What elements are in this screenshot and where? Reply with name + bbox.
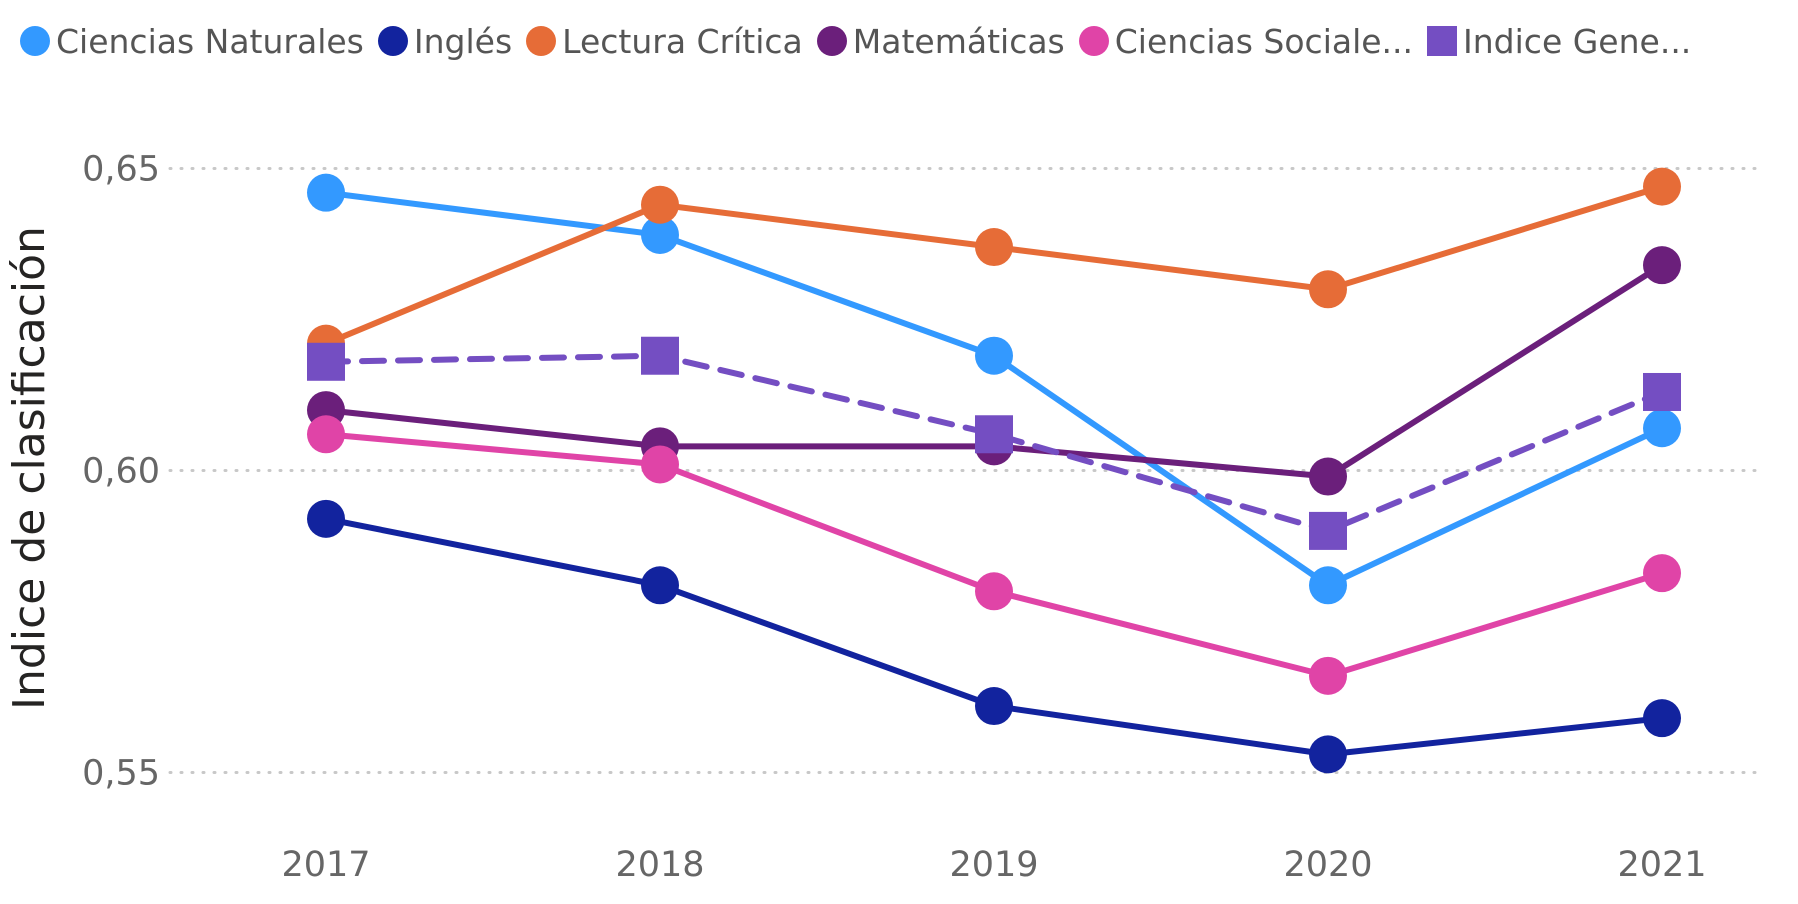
series-lines	[307, 167, 1681, 774]
data-point[interactable]	[641, 445, 679, 484]
legend-label: Ciencias Naturales	[56, 21, 364, 61]
y-tick-label: 0,55	[82, 754, 160, 794]
series-1	[307, 499, 1681, 774]
data-point[interactable]	[1643, 699, 1681, 738]
data-point[interactable]	[641, 185, 679, 224]
data-point[interactable]	[975, 228, 1013, 267]
data-point[interactable]	[975, 572, 1013, 611]
legend-label: Matemáticas	[852, 21, 1065, 61]
data-point[interactable]	[641, 215, 679, 254]
legend-label: Lectura Crítica	[562, 21, 803, 61]
data-point[interactable]	[307, 415, 345, 454]
legend-circle-marker	[377, 26, 408, 56]
x-tick-label: 2021	[1617, 845, 1706, 885]
y-axis-ticks: 0,55 0,60 0,65	[82, 150, 160, 794]
data-point[interactable]	[641, 566, 679, 605]
legend-item[interactable]: Indice Gene...	[1427, 22, 1691, 61]
data-point-square[interactable]	[975, 415, 1013, 454]
data-point[interactable]	[975, 687, 1013, 726]
data-point-square[interactable]	[641, 336, 679, 375]
legend-label: Ciencias Sociale...	[1114, 21, 1414, 61]
series-4	[307, 415, 1681, 695]
data-point[interactable]	[307, 173, 345, 212]
x-tick-label: 2017	[281, 845, 370, 885]
x-tick-label: 2019	[949, 845, 1038, 885]
legend-circle-marker	[816, 26, 847, 56]
chart-legend: Ciencias Naturales Inglés Lectura Crítica M…	[20, 18, 1691, 64]
legend-circle-marker	[1078, 26, 1109, 56]
legend-item[interactable]: Inglés	[377, 21, 513, 61]
series-2	[307, 167, 1681, 363]
data-point[interactable]	[1309, 457, 1347, 496]
series-0	[307, 173, 1681, 605]
legend-item[interactable]: Ciencias Sociale...	[1078, 21, 1414, 61]
x-tick-label: 2018	[615, 845, 704, 885]
data-point[interactable]	[307, 499, 345, 538]
x-tick-label: 2020	[1283, 845, 1372, 885]
data-point[interactable]	[975, 336, 1013, 375]
data-point[interactable]	[1643, 554, 1681, 593]
y-axis-title: Indice de clasificación	[4, 226, 55, 710]
series-5	[307, 336, 1681, 550]
data-point[interactable]	[1643, 409, 1681, 448]
data-point[interactable]	[1643, 246, 1681, 285]
y-tick-label: 0,65	[82, 150, 160, 190]
legend-label: Inglés	[413, 21, 513, 61]
data-point[interactable]	[1309, 270, 1347, 309]
data-point-square[interactable]	[1309, 511, 1347, 550]
legend-circle-marker	[526, 26, 557, 56]
gridlines	[168, 167, 1762, 774]
legend-item[interactable]: Ciencias Naturales	[20, 22, 364, 61]
legend-item[interactable]: Matemáticas	[816, 21, 1065, 61]
data-point[interactable]	[1309, 656, 1347, 695]
legend-item[interactable]: Lectura Crítica	[526, 22, 803, 61]
legend-circle-marker	[20, 26, 50, 56]
data-point[interactable]	[1309, 735, 1347, 774]
data-point-square[interactable]	[1643, 372, 1681, 411]
y-tick-label: 0,60	[82, 452, 160, 492]
data-point[interactable]	[1643, 167, 1681, 206]
series-line	[323, 352, 1665, 534]
legend-label: Indice Gene...	[1463, 21, 1692, 61]
data-point[interactable]	[1309, 566, 1347, 605]
legend-square-marker	[1427, 26, 1458, 56]
x-axis-ticks: 2017 2018 2019 2020 2021	[281, 845, 1706, 885]
data-point-square[interactable]	[307, 342, 345, 381]
